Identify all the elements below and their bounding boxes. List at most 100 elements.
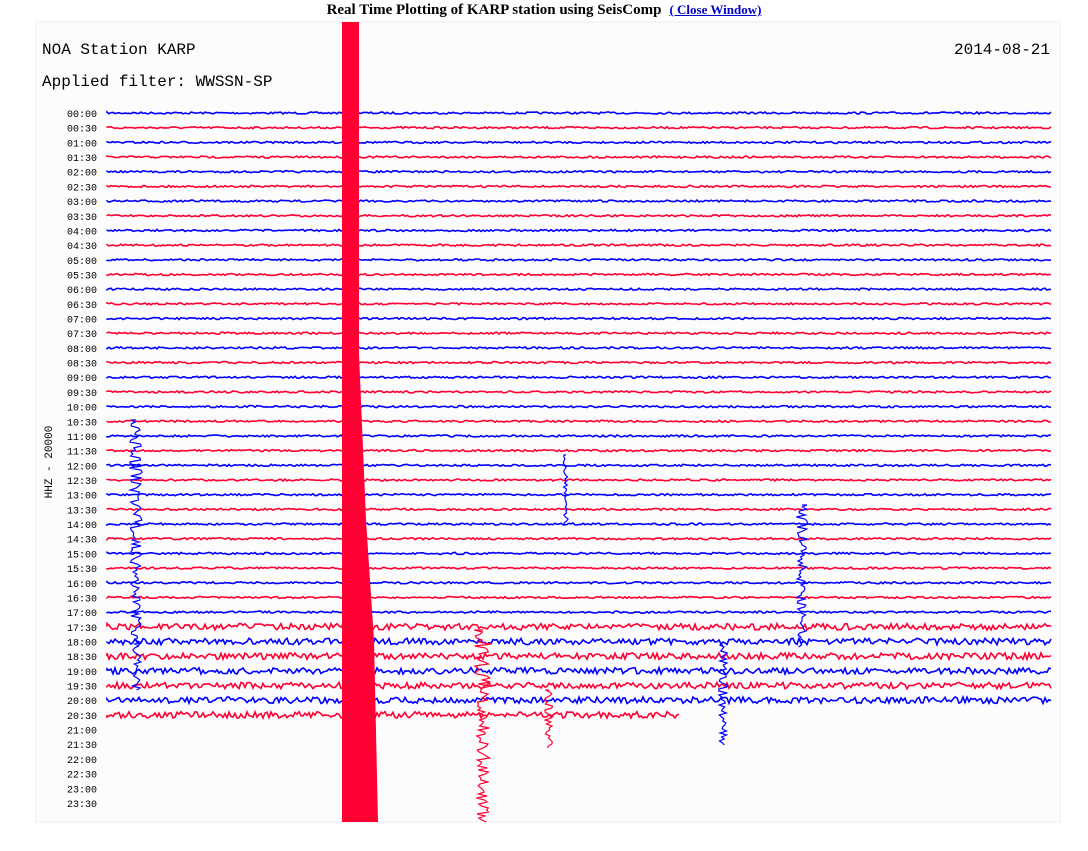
trace [106,272,1052,277]
event [127,419,143,691]
trace [106,110,1052,116]
time-label: 21:00 [67,727,97,738]
time-label: 12:30 [67,477,97,488]
trace [106,404,1052,409]
trace [106,595,1052,600]
time-label: 16:00 [67,580,97,591]
trace [106,389,1052,394]
event [543,689,555,749]
date-label: 2014-08-21 [954,41,1050,59]
trace [106,477,1052,483]
trace [106,125,1052,130]
time-label: 20:30 [67,712,97,723]
time-label: 15:00 [67,550,97,561]
time-label: 11:00 [67,433,97,444]
time-label: 02:30 [67,183,97,194]
time-label: 14:00 [67,521,97,532]
time-label: 08:30 [67,360,97,371]
time-label: 01:00 [67,139,97,150]
time-label: 20:00 [67,697,97,708]
time-label: 06:30 [67,301,97,312]
trace [106,522,1052,527]
time-label: 08:00 [67,345,97,356]
time-label: 18:30 [67,653,97,664]
trace [106,375,1052,380]
event [342,22,359,822]
time-label: 10:00 [67,404,97,415]
channel-label: HHZ - 20000 [44,426,56,499]
trace [106,507,1052,512]
time-label: 09:30 [67,389,97,400]
time-label: 04:30 [67,242,97,253]
time-label: 19:00 [67,668,97,679]
time-label: 17:00 [67,609,97,620]
time-label: 00:00 [67,110,97,121]
trace [106,199,1052,204]
time-label: 15:30 [67,565,97,576]
trace [106,243,1052,248]
trace [106,610,1051,615]
close-link[interactable]: ( Close Window) [669,2,762,17]
time-label: 22:00 [67,756,97,767]
trace [106,155,1052,159]
trace [106,536,1052,542]
time-label: 07:30 [67,330,97,341]
filter-label: Applied filter: WWSSN-SP [42,73,272,91]
trace [106,448,1052,453]
time-label: 00:30 [67,125,97,136]
time-label: 05:00 [67,257,97,268]
header: Real Time Plotting of KARP station using… [0,2,1088,19]
time-label: 23:30 [67,800,97,811]
trace [106,492,1052,497]
trace [106,635,1052,647]
time-label: 14:30 [67,536,97,547]
event [795,504,809,648]
trace [106,463,1052,468]
time-label: 09:00 [67,374,97,385]
trace [106,360,1052,365]
trace [106,169,1052,174]
time-label: 22:30 [67,771,97,782]
time-label: 03:00 [67,198,97,209]
time-label: 01:30 [67,154,97,165]
trace [106,650,1052,662]
trace [106,213,1052,218]
time-label: 07:00 [67,316,97,327]
trace [106,566,1052,571]
trace [106,580,1052,585]
trace [106,140,1052,145]
station-label: NOA Station KARP [42,41,196,59]
time-label: 06:00 [67,286,97,297]
time-label: 04:00 [67,227,97,238]
trace [106,184,1052,189]
time-label: 13:00 [67,492,97,503]
trace [106,316,1052,321]
event [717,644,729,746]
trace [106,301,1052,306]
time-label: 17:30 [67,624,97,635]
event [358,330,378,822]
time-label: 13:30 [67,506,97,517]
trace [106,331,1052,336]
time-label: 18:00 [67,638,97,649]
time-label: 11:30 [67,448,97,459]
trace [106,287,1052,292]
trace [106,551,1052,556]
time-label: 03:30 [67,213,97,224]
time-label: 05:30 [67,271,97,282]
time-label: 21:30 [67,741,97,752]
trace [106,228,1052,233]
event [473,629,492,823]
time-label: 12:00 [67,462,97,473]
event [562,454,569,526]
title: Real Time Plotting of KARP station using… [326,2,662,18]
time-label: 02:00 [67,169,97,180]
trace [106,665,1052,677]
trace [106,709,680,721]
trace [106,419,1052,424]
time-label: 23:00 [67,785,97,796]
time-label: 16:30 [67,594,97,605]
trace [106,694,1052,706]
